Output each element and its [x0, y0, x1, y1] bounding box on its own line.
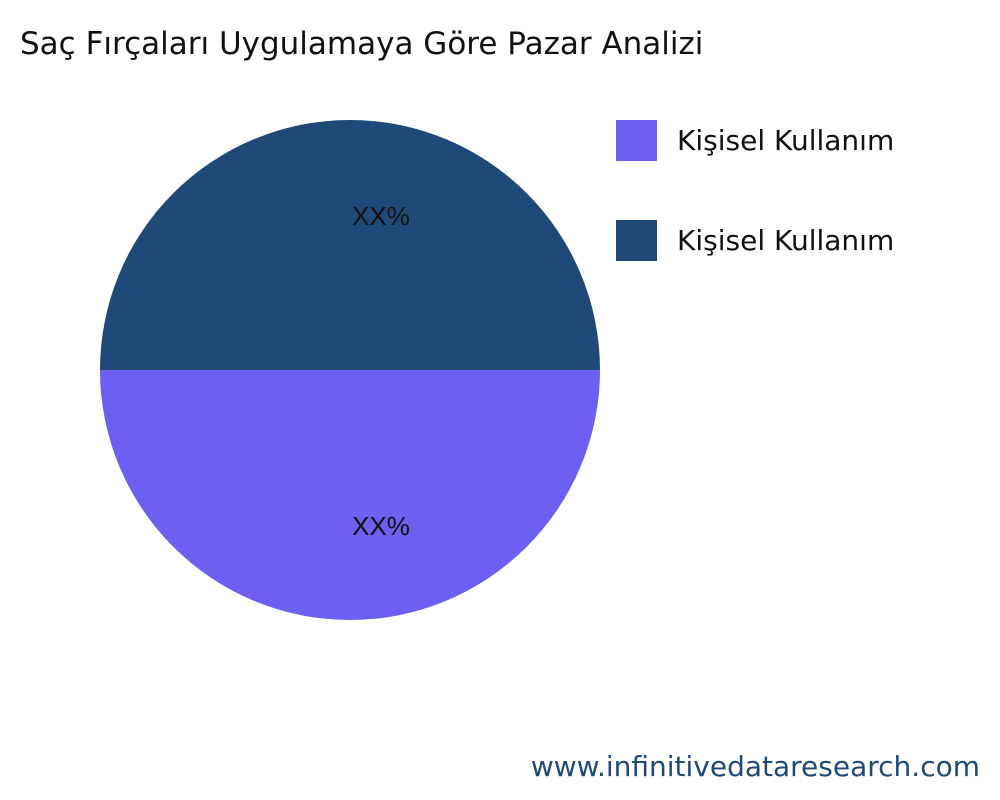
legend-label: Kişisel Kullanım — [677, 124, 895, 157]
pie-slice — [100, 370, 600, 620]
chart-title: Saç Fırçaları Uygulamaya Göre Pazar Anal… — [20, 26, 704, 62]
watermark: www.infinitivedataresearch.com — [530, 750, 980, 783]
slice-data-label: XX% — [352, 511, 410, 541]
legend-label: Kişisel Kullanım — [677, 224, 895, 257]
legend-swatch — [616, 220, 657, 261]
slice-data-label: XX% — [352, 201, 410, 231]
legend-swatch — [616, 120, 657, 161]
legend-item: Kişisel Kullanım — [616, 220, 894, 261]
legend-item: Kişisel Kullanım — [616, 120, 894, 161]
pie-slice — [100, 120, 600, 370]
